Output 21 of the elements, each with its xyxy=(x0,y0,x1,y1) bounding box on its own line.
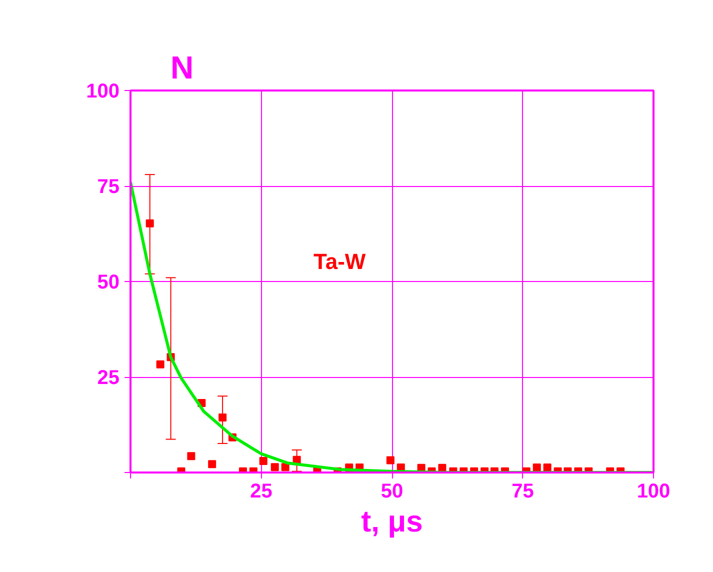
point xyxy=(281,463,290,472)
x-tick-label: 100 xyxy=(636,480,670,502)
y-tick-label: 100 xyxy=(86,80,120,102)
point xyxy=(156,360,164,368)
point xyxy=(187,452,196,460)
y-tick-label: 75 xyxy=(97,176,120,198)
annotation: Ta-W xyxy=(314,248,366,274)
point xyxy=(270,463,279,472)
y-tick-label: 50 xyxy=(97,272,120,294)
point xyxy=(532,464,541,472)
x-tick-label: 25 xyxy=(250,480,272,502)
point xyxy=(208,460,216,468)
x-tick-label: 50 xyxy=(380,480,404,502)
point xyxy=(259,457,268,466)
point xyxy=(386,456,394,464)
y-tick-label: 25 xyxy=(97,367,120,389)
x-axis-title: t, μs xyxy=(361,506,423,538)
point xyxy=(218,413,227,422)
x-tick-label: 75 xyxy=(512,480,534,502)
point xyxy=(543,464,552,472)
y-axis-title: N xyxy=(170,50,194,86)
